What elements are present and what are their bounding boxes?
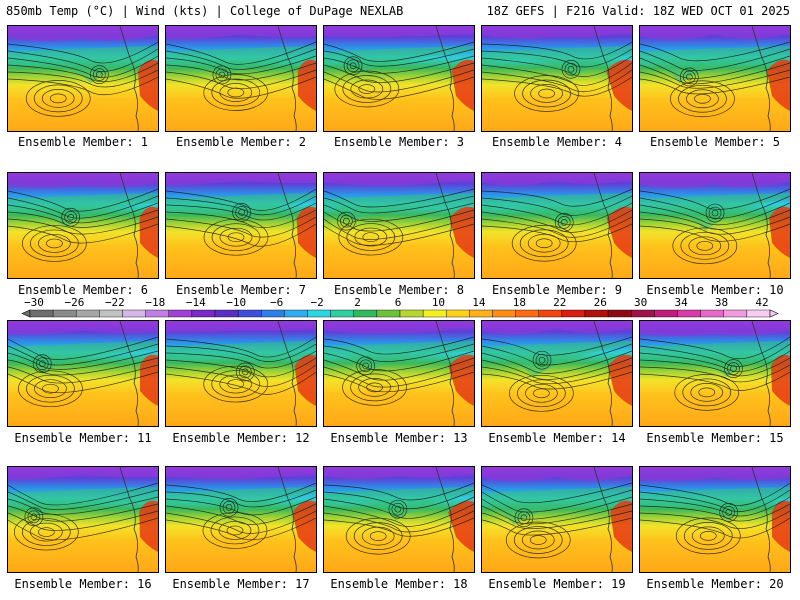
colorbar-bin: [561, 309, 586, 318]
ensemble-map-panel: [481, 25, 633, 132]
ensemble-member-label: Ensemble Member: 8: [333, 283, 465, 297]
colorbar-tick-label: −14: [186, 296, 206, 309]
colorbar-tick-label: −30: [24, 296, 44, 309]
ensemble-map-panel: [323, 320, 475, 427]
colorbar-bin: [538, 309, 563, 318]
ensemble-member-label: Ensemble Member: 11: [14, 431, 152, 445]
colorbar-bin: [422, 309, 447, 318]
colorbar-bin: [191, 309, 216, 318]
ensemble-map-panel: [481, 320, 633, 427]
ensemble-member-label: Ensemble Member: 9: [491, 283, 623, 297]
colorbar-bin: [145, 309, 169, 318]
colorbar-tick-label: 6: [395, 296, 402, 309]
colorbar-bin: [307, 309, 331, 318]
colorbar-tick-label: −10: [226, 296, 246, 309]
ensemble-map-panel: [165, 172, 317, 279]
colorbar-bin: [677, 309, 701, 318]
colorbar-bin: [261, 309, 285, 318]
ensemble-member-label: Ensemble Member: 4: [491, 135, 623, 149]
colorbar-tick-label: 14: [472, 296, 486, 309]
colorbar-arrow-left: [21, 309, 31, 318]
ensemble-map-panel: [481, 172, 633, 279]
ensemble-map-panel: [7, 25, 159, 132]
ensemble-member-label: Ensemble Member: 19: [488, 577, 626, 591]
colorbar-tick-label: −26: [65, 296, 85, 309]
ensemble-map-panel: [639, 172, 791, 279]
chart-title: 850mb Temp (°C) | Wind (kts) | College o…: [6, 4, 404, 18]
ensemble-map-panel: [323, 25, 475, 132]
ensemble-member-label: Ensemble Member: 12: [172, 431, 310, 445]
colorbar-tick-label: −22: [105, 296, 125, 309]
ensemble-map-panel: [7, 466, 159, 573]
ensemble-map-panel: [639, 25, 791, 132]
colorbar-tick-label: 10: [432, 296, 445, 309]
ensemble-member-label: Ensemble Member: 20: [646, 577, 784, 591]
ensemble-map-panel: [7, 320, 159, 427]
colorbar-bin: [122, 309, 146, 318]
ensemble-map-panel: [165, 466, 317, 573]
colorbar-tick-label: 34: [674, 296, 688, 309]
ensemble-map-panel: [165, 320, 317, 427]
colorbar-bin: [52, 309, 77, 318]
ensemble-member-label: Ensemble Member: 14: [488, 431, 626, 445]
ensemble-member-label: Ensemble Member: 1: [17, 135, 149, 149]
colorbar-bin: [399, 309, 424, 318]
ensemble-member-label: Ensemble Member: 18: [330, 577, 468, 591]
colorbar-bin: [99, 309, 123, 318]
colorbar-bin: [237, 309, 262, 318]
colorbar-bin: [353, 309, 378, 318]
colorbar-tick-label: 30: [634, 296, 647, 309]
colorbar-tick-label: 18: [513, 296, 526, 309]
ensemble-map-panel: [165, 25, 317, 132]
colorbar-bin: [631, 309, 655, 318]
colorbar-bin: [515, 309, 539, 318]
colorbar-tick-label: 22: [553, 296, 566, 309]
ensemble-member-label: Ensemble Member: 2: [175, 135, 307, 149]
ensemble-member-label: Ensemble Member: 10: [646, 283, 784, 297]
ensemble-map-panel: [7, 172, 159, 279]
temperature-colorbar: −30 −26 −22 −18 −14 −10 −6 −2 2 6 10 14 18 22 26 30 34 38…: [21, 296, 779, 318]
colorbar-bin: [330, 309, 354, 318]
run-valid-time: 18Z GEFS | F216 Valid: 18Z WED OCT 01 20…: [486, 4, 790, 18]
colorbar-bin: [168, 309, 193, 318]
colorbar-bin: [376, 309, 401, 318]
colorbar-tick-label: 38: [715, 296, 728, 309]
ensemble-map-panel: [639, 320, 791, 427]
colorbar-tick-label: 42: [755, 296, 768, 309]
colorbar-bin: [214, 309, 239, 318]
colorbar-tick-label: −18: [145, 296, 165, 309]
ensemble-map-panel: [481, 466, 633, 573]
colorbar-bin: [492, 309, 516, 318]
colorbar-bin: [746, 309, 771, 318]
ensemble-member-label: Ensemble Member: 6: [17, 283, 149, 297]
ensemble-member-label: Ensemble Member: 17: [172, 577, 310, 591]
ensemble-member-label: Ensemble Member: 16: [14, 577, 152, 591]
ensemble-member-label: Ensemble Member: 7: [175, 283, 307, 297]
colorbar-bin: [29, 309, 54, 318]
colorbar-tick-label: 26: [594, 296, 607, 309]
ensemble-map-panel: [323, 172, 475, 279]
colorbar-tick-label: 2: [354, 296, 361, 309]
colorbar-bin: [654, 309, 678, 318]
colorbar-bin: [284, 309, 308, 318]
ensemble-member-label: Ensemble Member: 3: [333, 135, 465, 149]
colorbar-bin: [723, 309, 748, 318]
colorbar-bin: [76, 309, 100, 318]
colorbar-tick-label: −6: [270, 296, 283, 309]
ensemble-map-panel: [323, 466, 475, 573]
ensemble-member-label: Ensemble Member: 5: [649, 135, 781, 149]
colorbar-bin: [700, 309, 724, 318]
ensemble-member-label: Ensemble Member: 13: [330, 431, 468, 445]
colorbar-bin: [607, 309, 632, 318]
colorbar-bin: [584, 309, 609, 318]
ensemble-map-panel: [639, 466, 791, 573]
ensemble-member-label: Ensemble Member: 15: [646, 431, 784, 445]
colorbar-arrow-right: [769, 309, 779, 318]
colorbar-bin: [469, 309, 493, 318]
colorbar-tick-label: −2: [310, 296, 323, 309]
colorbar-bin: [446, 309, 470, 318]
